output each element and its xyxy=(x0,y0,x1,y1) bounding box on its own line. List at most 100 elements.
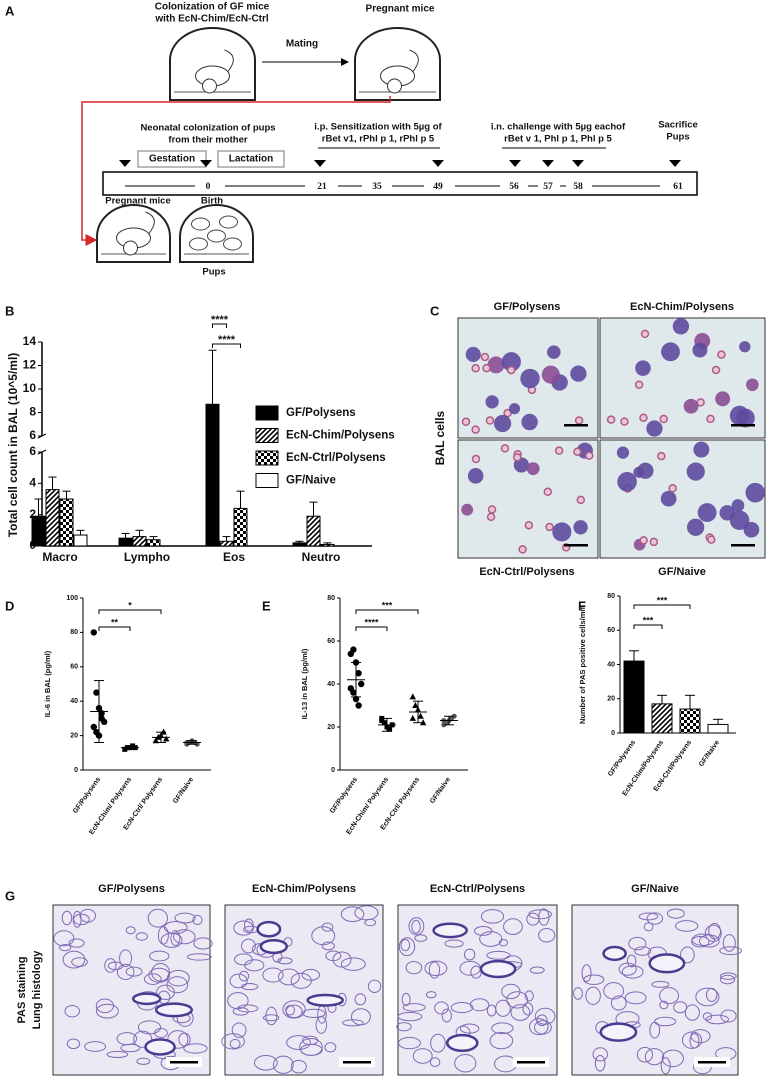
legend-swatch xyxy=(255,473,279,488)
image-title: EcN-Chim/Polysens xyxy=(630,301,734,313)
mouse-head xyxy=(123,240,138,256)
scale-bar xyxy=(564,544,588,547)
red-cell xyxy=(706,535,716,544)
red-cell xyxy=(639,536,648,545)
y-axis-label: Number of PAS positive cells/mm xyxy=(578,605,587,724)
alveolus xyxy=(73,913,90,926)
cell xyxy=(526,462,540,476)
mouse-tail xyxy=(145,211,155,235)
red-cell xyxy=(524,520,534,530)
red-cell xyxy=(576,495,586,505)
cell xyxy=(686,518,705,536)
timepoint-marker xyxy=(432,160,444,167)
y-tick-label: 6 xyxy=(29,428,36,442)
alveolus xyxy=(684,1004,700,1021)
alveolus xyxy=(321,941,335,951)
alveolus xyxy=(233,920,254,936)
red-cell xyxy=(471,454,481,464)
cell xyxy=(746,378,759,392)
data-point xyxy=(417,712,424,719)
airway xyxy=(432,922,468,939)
data-point xyxy=(412,702,419,708)
alveolus xyxy=(425,991,437,999)
bar xyxy=(707,723,729,734)
red-cell xyxy=(471,364,480,373)
row-label: BAL cells xyxy=(433,410,447,465)
diagram-text: with EcN-Chim/EcN-Ctrl xyxy=(154,14,269,25)
alveolus xyxy=(661,1049,684,1068)
scale-bar xyxy=(343,1061,371,1064)
mouse-tail xyxy=(224,49,234,73)
red-cell xyxy=(574,416,584,425)
bar xyxy=(205,403,220,547)
alveolus xyxy=(367,979,382,993)
row-label: PAS staining xyxy=(16,956,28,1023)
cell xyxy=(646,420,663,437)
data-point xyxy=(350,646,357,653)
red-cell xyxy=(706,414,715,424)
cell xyxy=(616,446,630,459)
data-point xyxy=(93,689,100,696)
y-axis-label: IL-13 in BAL (pg/ml) xyxy=(300,648,309,719)
alveolus xyxy=(649,1021,661,1039)
timeline-label: 21 xyxy=(317,182,327,192)
alveolus xyxy=(68,938,85,948)
alveolus xyxy=(290,972,312,989)
bar xyxy=(59,498,74,547)
red-cell xyxy=(513,453,522,462)
diagram-text: i.n. challenge with 5µg eachof xyxy=(491,122,626,133)
alveolus xyxy=(719,972,737,980)
red-cell xyxy=(634,380,644,389)
alveolus xyxy=(301,968,321,981)
alveolus xyxy=(695,987,720,1007)
panel-letter: A xyxy=(5,3,15,18)
legend-label: EcN-Ctrl/Polysens xyxy=(286,452,386,464)
alveolus xyxy=(529,1018,549,1036)
x-tick-label: GF/Naive xyxy=(698,739,721,768)
alveolus xyxy=(125,966,143,977)
red-cell xyxy=(545,522,554,532)
data-point xyxy=(358,680,365,688)
diagram-text: Colonization of GF mice xyxy=(155,2,270,13)
cell xyxy=(467,468,484,484)
alveolus xyxy=(136,1057,151,1065)
alveolus xyxy=(506,991,529,1009)
alveolus xyxy=(354,993,367,1006)
red-arrow xyxy=(81,96,391,246)
alveolus xyxy=(603,982,625,1000)
alveolus xyxy=(411,919,421,934)
alveolus xyxy=(719,974,736,985)
panel-letter: C xyxy=(430,303,440,318)
y-tick-label: 20 xyxy=(607,696,615,703)
cell xyxy=(729,405,750,426)
alveolus xyxy=(398,937,416,957)
alveolus xyxy=(689,1033,700,1049)
panel-letter: B xyxy=(5,303,14,318)
alveolus xyxy=(659,1000,669,1010)
airway xyxy=(445,1033,479,1053)
airway xyxy=(154,1002,194,1018)
scale-bar xyxy=(731,544,755,547)
data-point xyxy=(443,720,449,726)
significance-bracket xyxy=(98,609,162,614)
alveolus xyxy=(149,950,170,962)
alveolus xyxy=(299,1037,323,1056)
alveolus xyxy=(581,964,592,982)
red-cell xyxy=(486,512,496,522)
alveolus xyxy=(243,918,254,932)
image-title: GF/Naive xyxy=(631,883,679,895)
data-point xyxy=(152,737,159,744)
x-tick-label: Eos xyxy=(223,550,245,564)
bar xyxy=(45,489,60,547)
pup xyxy=(191,217,210,231)
alveolus xyxy=(691,933,716,946)
image-title: EcN-Ctrl/Polysens xyxy=(430,883,525,895)
red-cell xyxy=(485,416,495,425)
cell xyxy=(719,505,735,521)
alveolus xyxy=(61,910,73,926)
cell xyxy=(487,356,505,374)
alveolus xyxy=(585,986,601,1005)
pup xyxy=(223,237,242,251)
alveolus xyxy=(183,1043,208,1054)
